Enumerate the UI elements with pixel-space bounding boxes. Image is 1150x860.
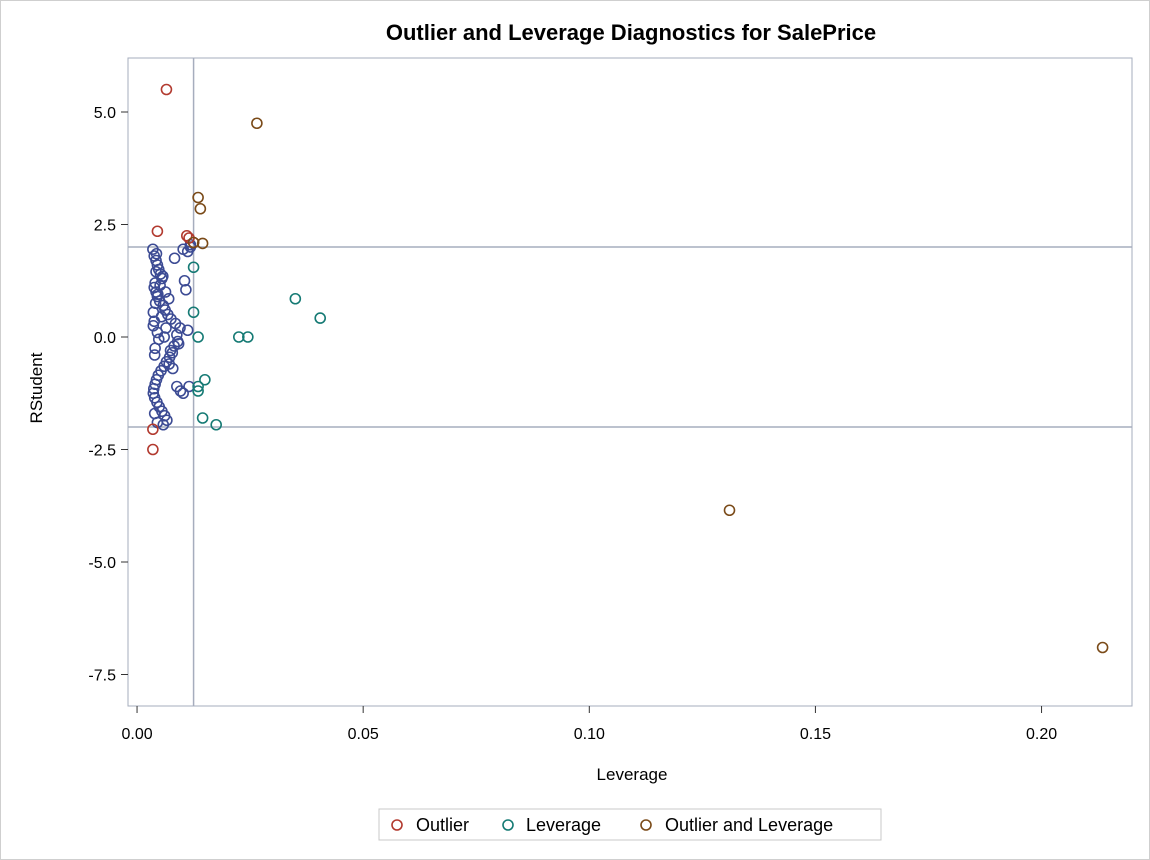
x-tick-label: 0.15 xyxy=(800,726,831,743)
x-tick-label: 0.05 xyxy=(348,726,379,743)
data-point xyxy=(196,237,209,250)
data-point xyxy=(152,333,165,346)
legend-label: Outlier and Leverage xyxy=(665,815,833,835)
y-tick-label: 0.0 xyxy=(94,330,116,347)
legend-marker xyxy=(391,819,403,831)
data-point xyxy=(166,362,179,375)
legend-marker xyxy=(640,819,652,831)
y-tick-label: -2.5 xyxy=(88,443,116,460)
data-point xyxy=(147,423,159,436)
data-point xyxy=(162,292,175,305)
data-point xyxy=(251,117,263,130)
data-point xyxy=(171,328,183,341)
data-point xyxy=(192,331,204,343)
data-point xyxy=(148,407,161,420)
y-tick-label: 2.5 xyxy=(94,218,116,235)
x-tick-label: 0.00 xyxy=(121,726,152,743)
data-point xyxy=(192,380,204,393)
data-point xyxy=(187,261,200,274)
data-point xyxy=(181,324,194,337)
data-point xyxy=(289,292,302,305)
x-tick-label: 0.20 xyxy=(1026,726,1057,743)
data-point xyxy=(199,373,211,386)
data-point xyxy=(233,331,245,343)
data-point xyxy=(194,202,207,215)
legend-marker xyxy=(502,819,514,831)
data-point xyxy=(147,319,160,332)
data-point xyxy=(187,306,200,319)
data-point xyxy=(151,225,164,238)
data-point xyxy=(150,247,163,260)
data-point xyxy=(723,504,736,517)
data-point xyxy=(196,412,209,424)
y-axis-label: RStudent xyxy=(27,352,46,423)
y-axis: 5.0 2.5 0.0 -2.5 -5.0 -7.5 xyxy=(88,105,128,685)
chart-title: Outlier and Leverage Diagnostics for Sal… xyxy=(386,20,876,45)
data-point xyxy=(160,322,172,334)
legend-label: Leverage xyxy=(526,815,601,835)
legend-box xyxy=(378,808,882,841)
data-point xyxy=(159,286,172,298)
data-points xyxy=(147,83,1109,654)
data-point xyxy=(192,191,204,204)
data-point xyxy=(242,331,254,343)
legend-label: Outlier xyxy=(416,815,469,835)
data-point xyxy=(314,312,327,324)
x-tick-label: 0.10 xyxy=(574,726,605,743)
data-point xyxy=(150,265,162,278)
data-point xyxy=(160,83,173,96)
y-tick-label: -5.0 xyxy=(88,555,116,572)
data-point xyxy=(164,344,177,357)
data-point xyxy=(147,382,160,395)
data-point xyxy=(187,236,200,249)
data-point xyxy=(174,322,186,334)
data-point xyxy=(210,418,222,431)
plot-area xyxy=(127,57,1133,707)
data-point xyxy=(168,252,181,265)
data-point xyxy=(147,443,159,456)
data-point xyxy=(180,229,193,242)
y-tick-label: -7.5 xyxy=(88,668,116,685)
data-point xyxy=(1096,641,1109,654)
data-point xyxy=(155,310,168,323)
data-point xyxy=(157,418,170,431)
reference-lines xyxy=(128,58,1132,706)
x-axis-label: Leverage xyxy=(597,765,668,784)
data-point xyxy=(148,349,161,361)
data-point xyxy=(192,385,204,397)
data-point xyxy=(177,387,189,400)
data-point xyxy=(180,283,192,296)
y-tick-label: 5.0 xyxy=(94,105,116,122)
legend: Outlier Leverage Outlier and Leverage xyxy=(378,808,882,841)
data-point xyxy=(183,380,195,393)
x-axis: 0.00 0.05 0.10 0.15 0.20 xyxy=(121,706,1057,743)
